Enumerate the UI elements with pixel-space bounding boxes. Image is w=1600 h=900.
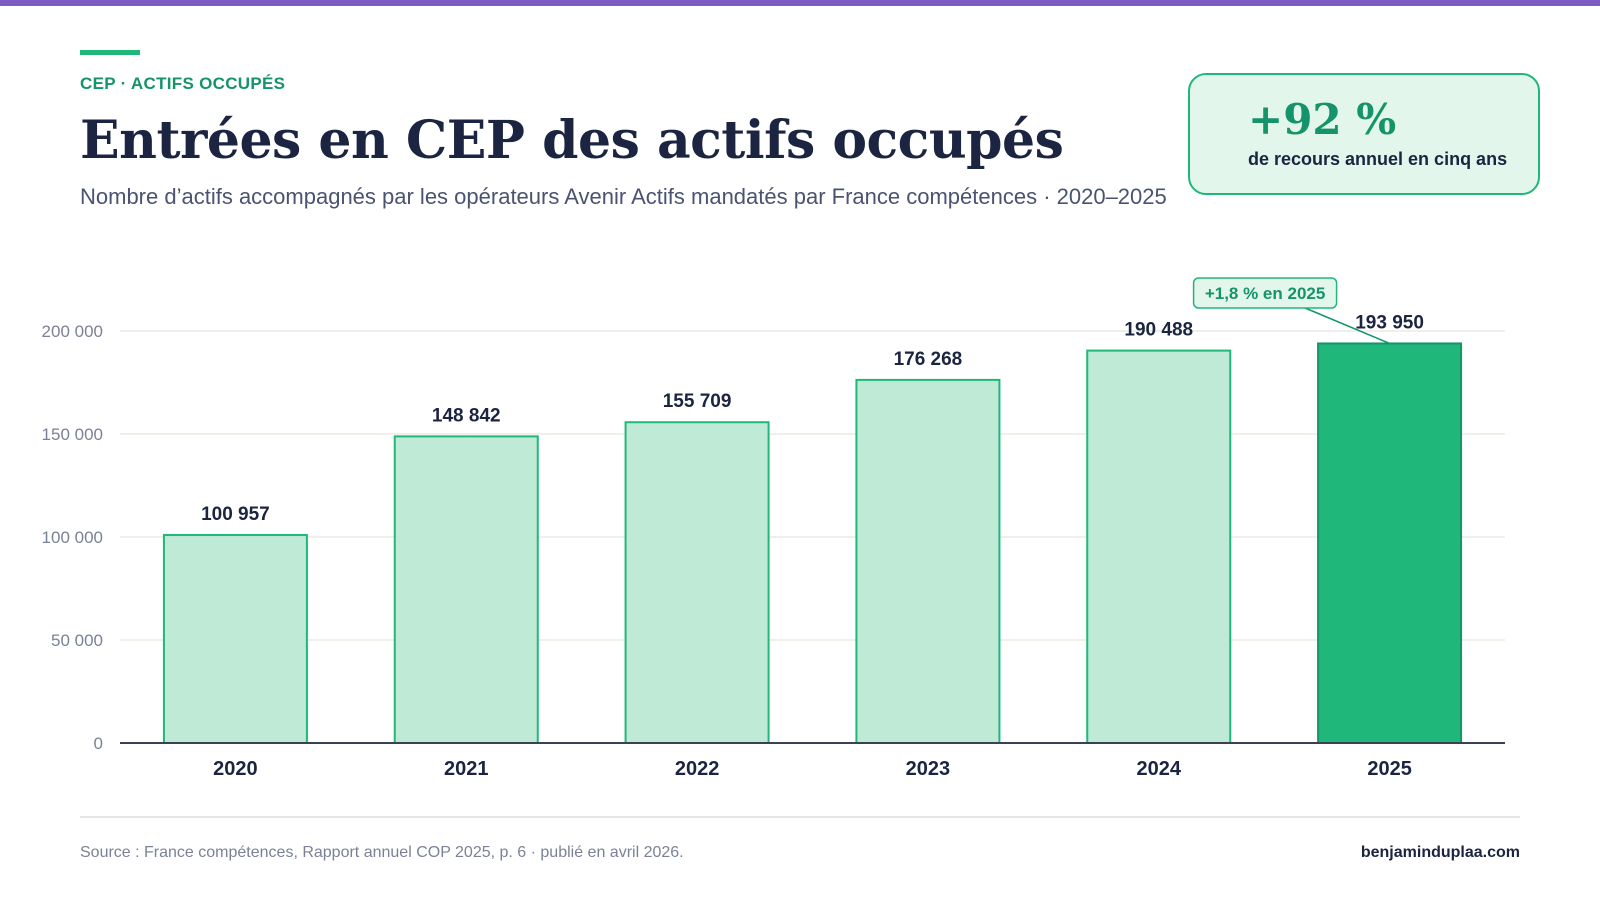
bar [855, 378, 1001, 744]
y-tick-label: 100 000 [42, 528, 103, 547]
y-tick-label: 200 000 [42, 322, 103, 341]
page-subtitle: Nombre d’actifs accompagnés par les opér… [80, 184, 1167, 209]
bar [1317, 342, 1463, 744]
y-tick-label: 150 000 [42, 425, 103, 444]
kpi-label: de recours annuel en cinq ans [1248, 149, 1508, 169]
data-label: 193 950 [1355, 312, 1424, 333]
annotation-text: +1,8 % en 2025 [1205, 284, 1326, 303]
x-tick-label: 2020 [213, 758, 258, 780]
x-tick-label: 2025 [1367, 758, 1412, 780]
data-label: 155 709 [663, 391, 732, 412]
annotation-box [1192, 277, 1338, 309]
y-tick-label: 50 000 [51, 631, 103, 650]
x-tick-label: 2022 [675, 758, 720, 780]
kpi-value: +92 % [1248, 95, 1397, 144]
annotation-leader-line [1304, 307, 1390, 345]
bar [1086, 349, 1232, 744]
x-tick-label: 2021 [444, 758, 489, 780]
eyebrow-accent-line [80, 50, 140, 55]
bar [393, 435, 539, 744]
data-label: 190 488 [1124, 320, 1193, 341]
kpi-callout: +92 % de recours annuel en cinq ans [1188, 73, 1540, 195]
data-label: 176 268 [894, 349, 963, 370]
bar [624, 421, 770, 744]
data-label: 100 957 [201, 504, 270, 525]
source-note: Source : France compétences, Rapport ann… [80, 844, 684, 861]
x-tick-label: 2023 [906, 758, 951, 780]
footer-divider [80, 816, 1520, 818]
bar [162, 534, 308, 744]
brand-link[interactable]: benjaminduplaa.com [1360, 844, 1520, 861]
data-label: 148 842 [432, 405, 501, 426]
eyebrow-label: CEP · ACTIFS OCCUPÉS [80, 74, 286, 93]
page-title: Entrées en CEP des actifs occupés [80, 110, 1064, 171]
y-tick-label: 0 [94, 734, 103, 753]
top-accent-bar [0, 0, 1600, 6]
x-tick-label: 2024 [1137, 758, 1182, 780]
